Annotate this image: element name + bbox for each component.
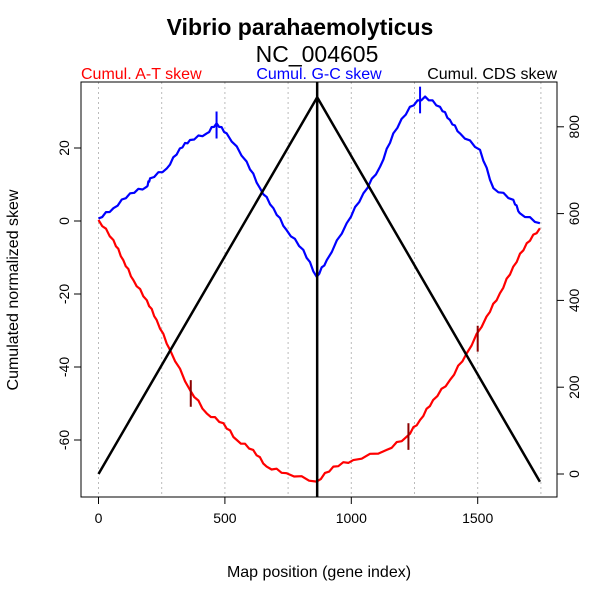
y-tick-label: -40 <box>56 357 72 377</box>
y2-tick-label: 200 <box>566 375 582 399</box>
y2-tick-label: 600 <box>566 202 582 226</box>
y-tick-label: -20 <box>56 284 72 304</box>
series-line-cds <box>97 96 541 483</box>
y-tick-label: 0 <box>56 217 72 225</box>
chart-title: Vibrio parahaemolyticus <box>167 14 434 40</box>
series-line-at <box>97 219 541 483</box>
y-tick-label: -60 <box>56 430 72 450</box>
plot-frame <box>80 81 558 498</box>
y-axis-label: Cumulated normalized skew <box>5 189 22 390</box>
x-axis-label: Map position (gene index) <box>227 564 411 581</box>
legend-gc-skew: Cumul. G-C skew <box>256 66 382 83</box>
y-tick-label: 20 <box>56 140 72 156</box>
y2-tick-label: 400 <box>566 289 582 313</box>
legend-cds-skew: Cumul. CDS skew <box>427 66 557 83</box>
x-tick-label: 1500 <box>462 510 493 526</box>
x-tick-label: 500 <box>213 510 237 526</box>
x-tick-label: 1000 <box>336 510 367 526</box>
series-line-gc <box>98 95 541 278</box>
x-tick-label: 0 <box>95 510 103 526</box>
chart-subtitle: NC_004605 <box>256 41 379 67</box>
y2-tick-label: 0 <box>566 470 582 478</box>
y2-tick-label: 800 <box>566 115 582 139</box>
legend-at-skew: Cumul. A-T skew <box>81 66 202 83</box>
